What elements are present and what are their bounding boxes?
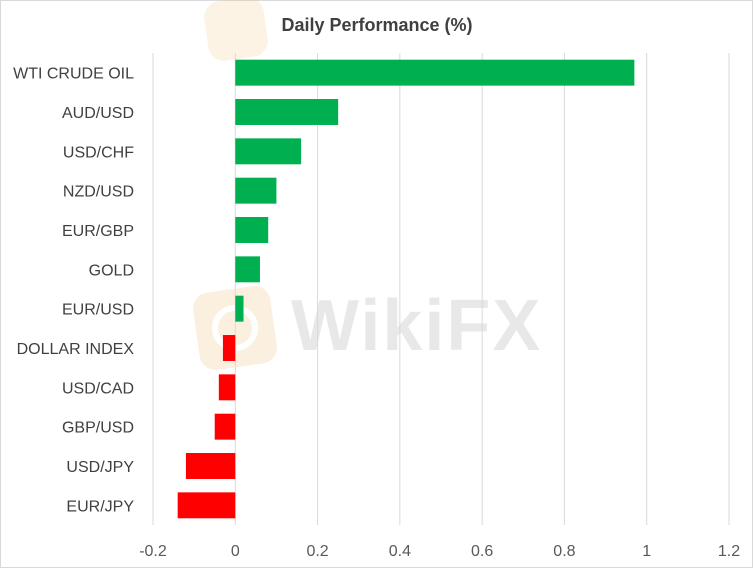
bar (235, 59, 635, 86)
category-label: EUR/USD (62, 302, 134, 319)
category-label: EUR/GBP (62, 223, 134, 240)
x-tick-label: 0.6 (471, 543, 493, 560)
category-label: WTI CRUDE OIL (13, 66, 134, 83)
bar (177, 492, 236, 519)
category-labels: WTI CRUDE OIL AUD/USD USD/CHF NZD/USD EUR/GB… (13, 66, 134, 516)
category-label: GBP/USD (62, 420, 134, 437)
category-label: NZD/USD (63, 184, 134, 201)
bar (235, 295, 244, 322)
bar (235, 138, 302, 165)
chart-title: Daily Performance (%) (281, 15, 472, 35)
bar (235, 177, 277, 204)
x-tick-label: 1 (642, 543, 651, 560)
bar (235, 217, 269, 243)
category-label: USD/CHF (63, 144, 134, 161)
category-label: USD/JPY (66, 459, 134, 476)
bar (235, 99, 339, 125)
category-label: EUR/JPY (66, 498, 134, 515)
x-tick-label: 0.8 (553, 543, 575, 560)
x-tick-label: -0.2 (139, 543, 167, 560)
x-tick-label: 1.2 (718, 543, 740, 560)
bar (235, 256, 260, 283)
bar (185, 453, 236, 479)
category-label: USD/CAD (62, 380, 134, 397)
category-label: AUD/USD (62, 105, 134, 122)
bar (214, 413, 236, 440)
x-axis-tick-labels: -0.2 0 0.2 0.4 0.6 0.8 1 1.2 (139, 543, 740, 560)
bar (218, 374, 236, 401)
x-tick-label: 0.2 (306, 543, 328, 560)
category-label: GOLD (89, 262, 134, 279)
category-label: DOLLAR INDEX (17, 341, 135, 358)
x-tick-label: 0.4 (389, 543, 411, 560)
bars (177, 59, 635, 519)
x-tick-label: 0 (231, 543, 240, 560)
gridlines (152, 53, 730, 525)
bar (222, 335, 236, 361)
